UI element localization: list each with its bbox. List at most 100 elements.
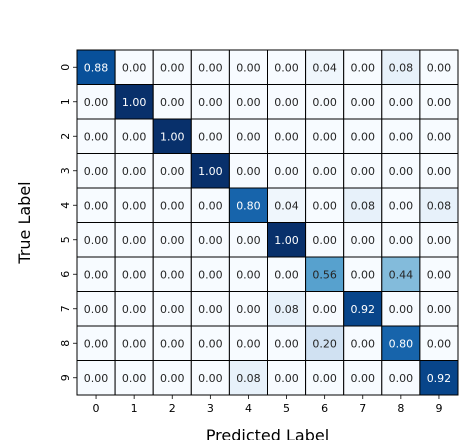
cell-label-0-5: 0.00 <box>274 61 299 74</box>
cell-label-6-3: 0.00 <box>198 268 223 281</box>
heatmap-cell-7-3 <box>190 291 230 327</box>
heatmap-cell-9-7 <box>343 360 383 396</box>
heatmap-cell-5-4 <box>228 222 268 258</box>
x-axis-title: Predicted Label <box>206 426 329 440</box>
cell-label-1-7: 0.00 <box>351 96 376 109</box>
heatmap-cell-4-7 <box>343 187 383 223</box>
y-tick-label-9: 9 <box>59 374 72 381</box>
heatmap-cell-8-6 <box>305 325 345 361</box>
y-axis-title: True Label <box>15 181 34 264</box>
cell-label-2-0: 0.00 <box>84 130 109 143</box>
cell-label-1-3: 0.00 <box>198 96 223 109</box>
cell-label-7-2: 0.00 <box>160 303 185 316</box>
cell-label-8-0: 0.00 <box>84 337 109 350</box>
cell-label-6-7: 0.00 <box>351 268 376 281</box>
cell-label-6-5: 0.00 <box>274 268 299 281</box>
cell-label-6-8: 0.44 <box>389 268 414 281</box>
cell-label-6-1: 0.00 <box>122 268 147 281</box>
y-tick-label-5: 5 <box>59 236 72 243</box>
cell-label-4-0: 0.00 <box>84 199 109 212</box>
cell-label-3-6: 0.00 <box>312 165 337 178</box>
heatmap-cell-6-9 <box>419 256 459 292</box>
cell-label-9-2: 0.00 <box>160 372 185 385</box>
cell-label-0-9: 0.00 <box>427 61 452 74</box>
cell-label-3-2: 0.00 <box>160 165 185 178</box>
cell-label-2-2: 1.00 <box>160 130 185 143</box>
heatmap-cell-5-5 <box>267 222 307 258</box>
heatmap-cell-1-7 <box>343 84 383 120</box>
cell-label-7-3: 0.00 <box>198 303 223 316</box>
cell-label-0-7: 0.00 <box>351 61 376 74</box>
cell-label-4-2: 0.00 <box>160 199 185 212</box>
heatmap-cell-9-9 <box>419 360 459 396</box>
cell-label-3-0: 0.00 <box>84 165 109 178</box>
cell-label-5-0: 0.00 <box>84 234 109 247</box>
cell-label-9-3: 0.00 <box>198 372 223 385</box>
heatmap-cell-8-9 <box>419 325 459 361</box>
heatmap-cell-9-6 <box>305 360 345 396</box>
y-tick-label-1: 1 <box>59 98 72 105</box>
cell-label-3-3: 1.00 <box>198 165 223 178</box>
cell-label-4-1: 0.00 <box>122 199 147 212</box>
heatmap-cell-4-8 <box>381 187 421 223</box>
cell-label-5-9: 0.00 <box>427 234 452 247</box>
heatmap-cell-4-4 <box>228 187 268 223</box>
cell-label-2-3: 0.00 <box>198 130 223 143</box>
heatmap-cell-9-0 <box>76 360 116 396</box>
cell-label-8-9: 0.00 <box>427 337 452 350</box>
cell-label-0-3: 0.00 <box>198 61 223 74</box>
cell-label-8-8: 0.80 <box>389 337 414 350</box>
heatmap-cell-8-3 <box>190 325 230 361</box>
heatmap-cell-9-8 <box>381 360 421 396</box>
cell-label-9-0: 0.00 <box>84 372 109 385</box>
x-tick-label-4: 4 <box>245 402 252 415</box>
cell-label-0-6: 0.04 <box>312 61 337 74</box>
cell-label-1-9: 0.00 <box>427 96 452 109</box>
x-tick-label-1: 1 <box>131 402 138 415</box>
heatmap-cell-9-4 <box>228 360 268 396</box>
cell-label-9-9: 0.92 <box>427 372 452 385</box>
cell-label-4-6: 0.00 <box>312 199 337 212</box>
cell-label-0-2: 0.00 <box>160 61 185 74</box>
heatmap-cell-2-9 <box>419 118 459 154</box>
cell-label-1-2: 0.00 <box>160 96 185 109</box>
heatmap-cell-2-0 <box>76 118 116 154</box>
cell-label-9-4: 0.08 <box>236 372 261 385</box>
cell-label-0-4: 0.00 <box>236 61 261 74</box>
cell-label-1-1: 1.00 <box>122 96 147 109</box>
cell-label-4-5: 0.04 <box>274 199 299 212</box>
heatmap-cell-7-4 <box>228 291 268 327</box>
cell-label-8-5: 0.00 <box>274 337 299 350</box>
cell-label-7-0: 0.00 <box>84 303 109 316</box>
cell-label-9-6: 0.00 <box>312 372 337 385</box>
cell-label-1-8: 0.00 <box>389 96 414 109</box>
heatmap-cell-7-6 <box>305 291 345 327</box>
cell-label-3-4: 0.00 <box>236 165 261 178</box>
cell-label-0-1: 0.00 <box>122 61 147 74</box>
cell-label-0-8: 0.08 <box>389 61 414 74</box>
cell-label-3-9: 0.00 <box>427 165 452 178</box>
heatmap-cell-1-8 <box>381 84 421 120</box>
heatmap-cell-3-5 <box>267 153 307 189</box>
cell-label-8-2: 0.00 <box>160 337 185 350</box>
heatmap-cell-1-9 <box>419 84 459 120</box>
cell-label-9-5: 0.00 <box>274 372 299 385</box>
cell-label-7-8: 0.00 <box>389 303 414 316</box>
heatmap-cell-7-9 <box>419 291 459 327</box>
heatmap-cell-1-5 <box>267 84 307 120</box>
heatmap-cell-4-1 <box>114 187 154 223</box>
cell-label-7-6: 0.00 <box>312 303 337 316</box>
heatmap-cell-9-5 <box>267 360 307 396</box>
cell-label-5-4: 0.00 <box>236 234 261 247</box>
cell-label-1-6: 0.00 <box>312 96 337 109</box>
heatmap-cell-3-6 <box>305 153 345 189</box>
cell-label-2-9: 0.00 <box>427 130 452 143</box>
y-tick-label-4: 4 <box>59 202 72 209</box>
heatmap-cell-6-5 <box>267 256 307 292</box>
heatmap-cell-8-8 <box>381 325 421 361</box>
cell-label-4-9: 0.08 <box>427 199 452 212</box>
cell-label-2-1: 0.00 <box>122 130 147 143</box>
cell-label-3-8: 0.00 <box>389 165 414 178</box>
cell-label-6-4: 0.00 <box>236 268 261 281</box>
